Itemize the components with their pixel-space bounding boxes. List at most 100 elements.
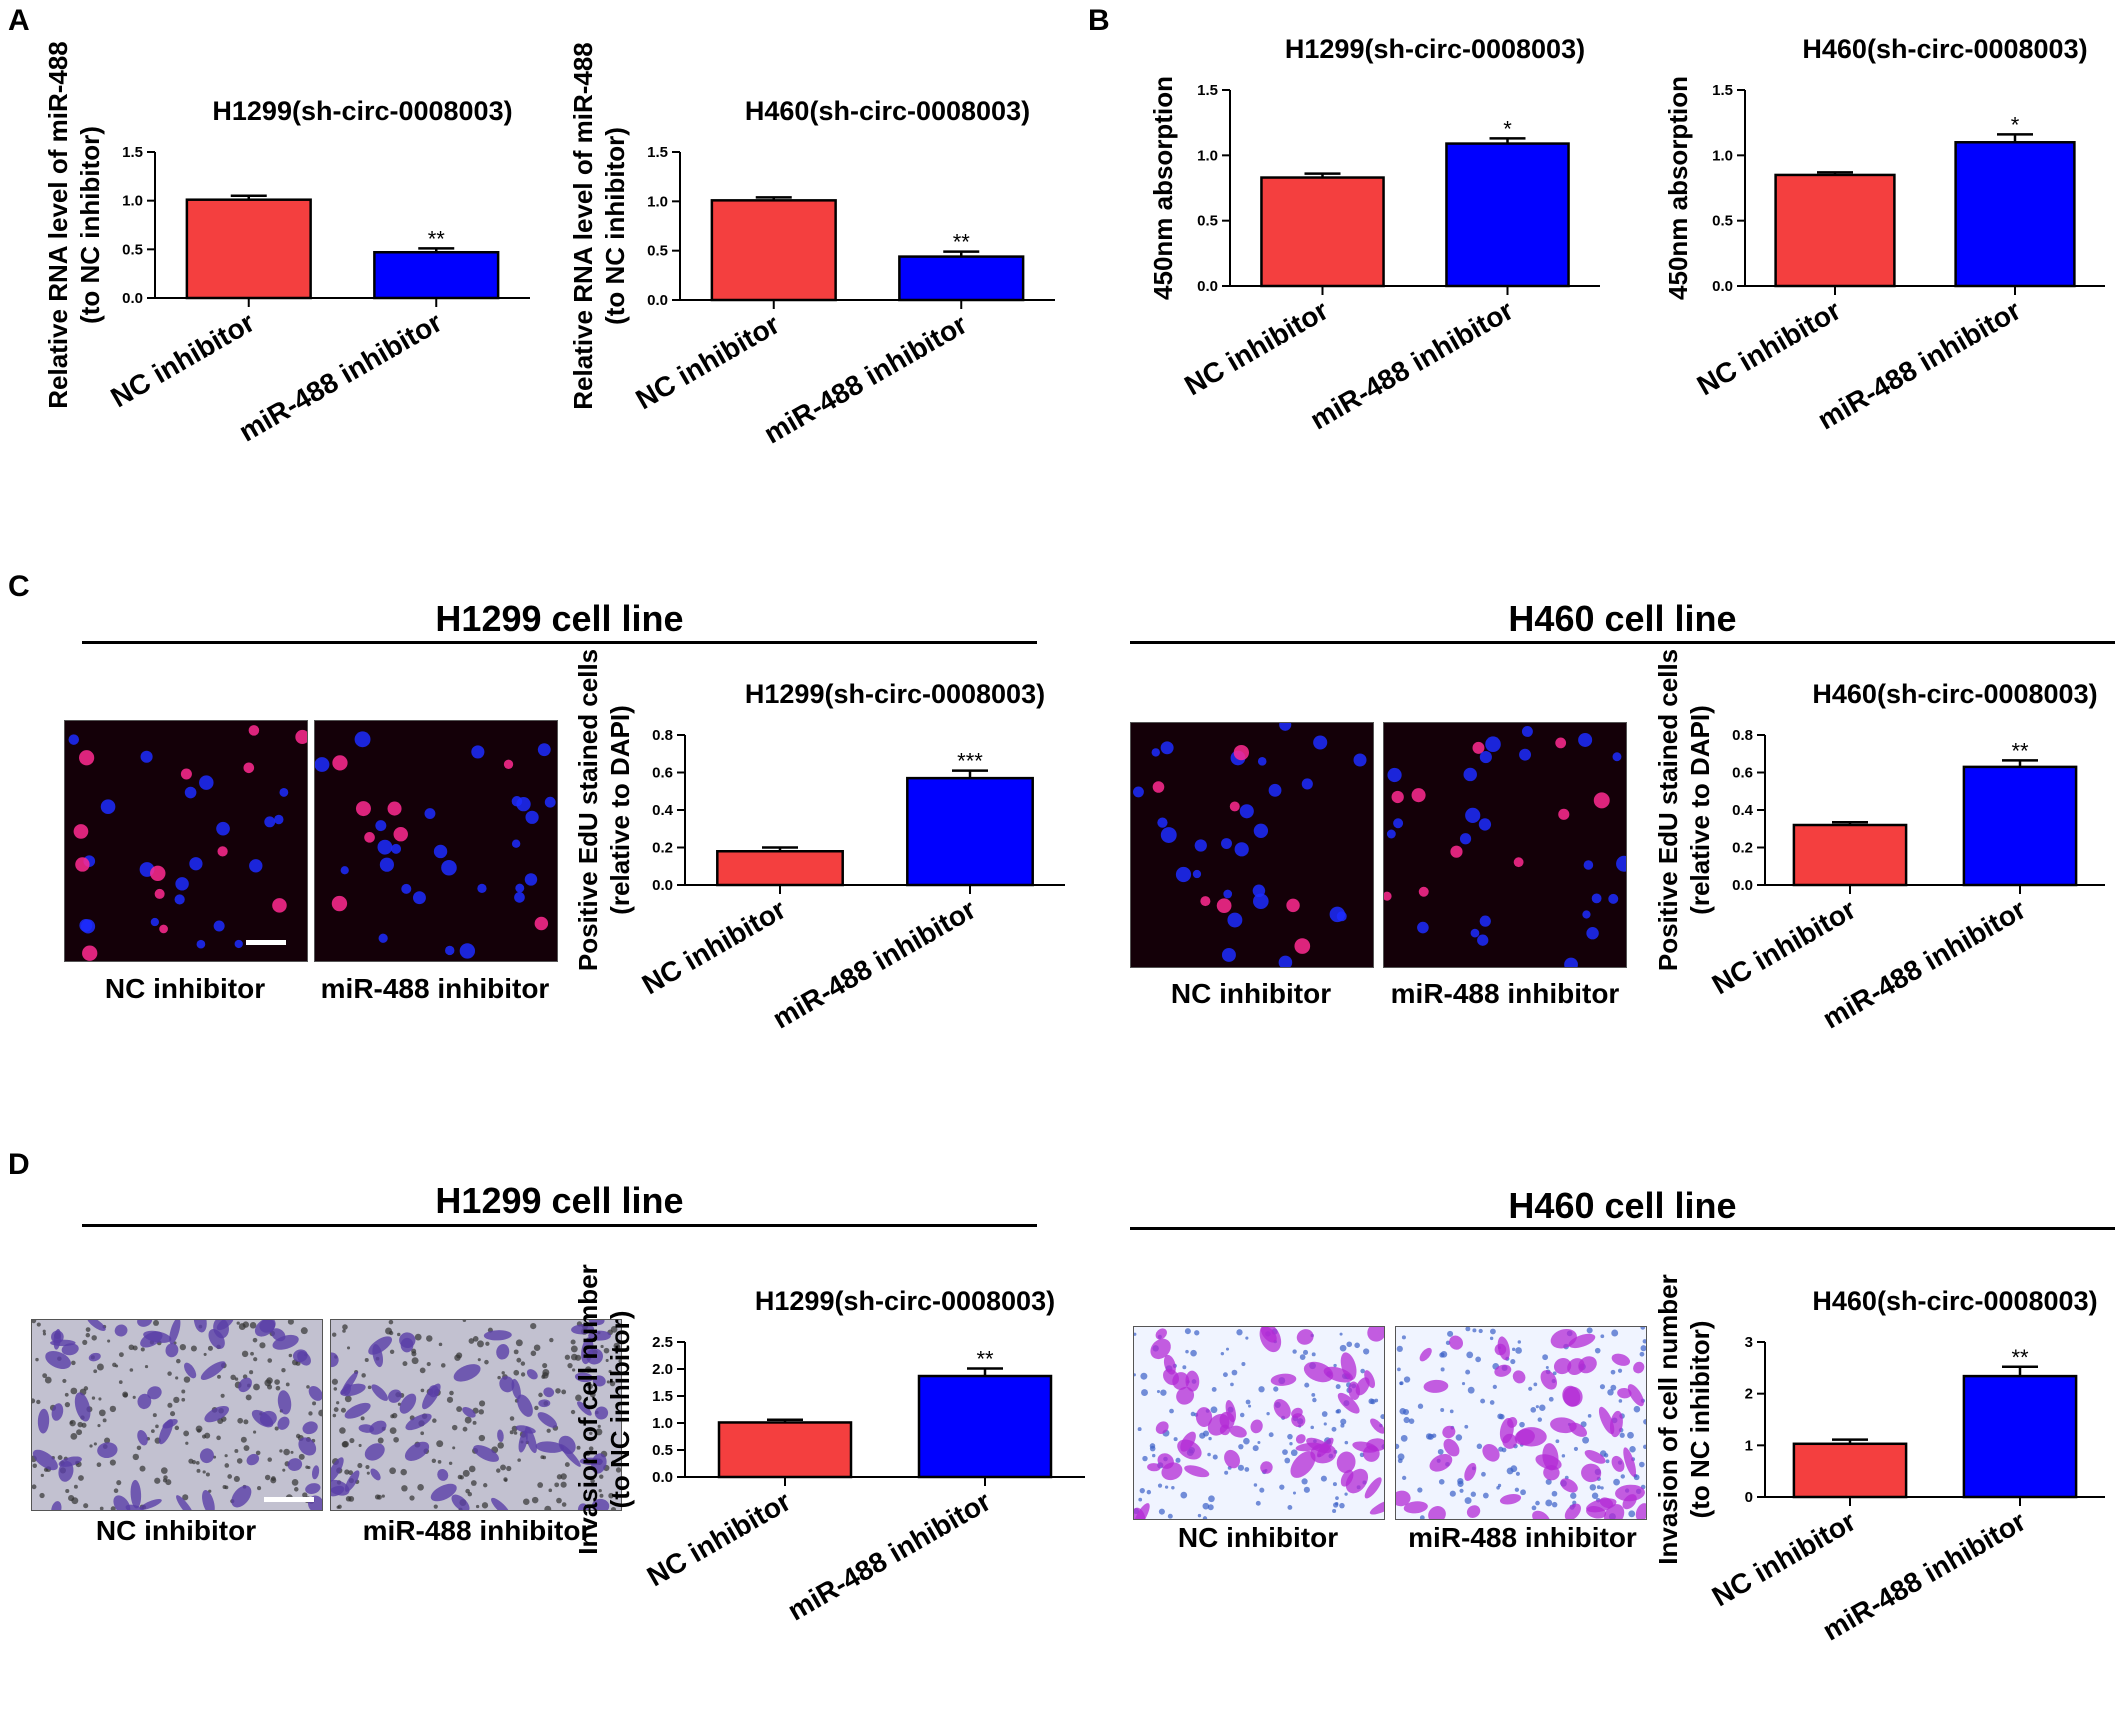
pore-marker [234, 1377, 239, 1381]
pore-marker [97, 1424, 101, 1428]
pore-marker [388, 1320, 394, 1325]
nucleus-marker [1564, 957, 1578, 967]
y-tick-label: 0.6 [1732, 765, 1753, 782]
pore-marker [1437, 1448, 1444, 1455]
pore-marker [1610, 1384, 1617, 1391]
pore-marker [608, 1369, 612, 1374]
pore-marker [1344, 1440, 1349, 1445]
bar-nc-inhibitor [1792, 823, 1908, 887]
pore-marker [1194, 1330, 1200, 1336]
pore-marker [1142, 1455, 1148, 1462]
cell-marker [462, 1406, 476, 1418]
pore-marker [1331, 1426, 1337, 1432]
pore-marker [1287, 1433, 1293, 1440]
pore-marker [542, 1369, 550, 1376]
pore-marker [417, 1484, 424, 1491]
pore-marker [1259, 1487, 1265, 1493]
pore-marker [1582, 1436, 1590, 1444]
chart-title: H460(sh-circ-0008003) [745, 96, 1030, 126]
significance-label: *** [957, 749, 983, 774]
x-category-label: NC inhibitor [1179, 294, 1333, 401]
nucleus-marker [1519, 748, 1532, 761]
cell-marker [1615, 1484, 1645, 1502]
pore-marker [1600, 1334, 1605, 1339]
pore-marker [73, 1484, 78, 1489]
pore-marker [109, 1405, 117, 1413]
cell-marker [591, 1498, 610, 1510]
pore-marker [249, 1370, 254, 1375]
pore-marker [220, 1393, 225, 1398]
pore-marker [1465, 1327, 1471, 1332]
pore-marker [1311, 1352, 1316, 1357]
pore-marker [1475, 1356, 1481, 1363]
y-tick-label: 0.5 [1712, 213, 1733, 230]
y-tick-label: 0.0 [647, 292, 668, 309]
pore-marker [440, 1363, 446, 1368]
pore-marker [57, 1455, 63, 1461]
cell-marker [176, 1495, 195, 1510]
cell-marker [1364, 1370, 1376, 1389]
cell-marker [543, 1387, 555, 1398]
pore-marker [44, 1376, 52, 1384]
nucleus-marker [272, 898, 287, 913]
x-category-label: miR-488 inhibitor [767, 893, 981, 1034]
cell-marker [51, 1501, 62, 1510]
pore-marker [1238, 1444, 1244, 1450]
cell-marker [1611, 1353, 1631, 1366]
pore-marker [160, 1467, 168, 1474]
nucleus-marker [537, 743, 551, 757]
cell-marker [331, 1479, 350, 1496]
pore-marker [1573, 1446, 1579, 1451]
nucleus-marker [1586, 927, 1599, 940]
cell-marker [251, 1409, 274, 1428]
cell-marker [238, 1377, 252, 1393]
pore-marker [1301, 1478, 1308, 1485]
bar-nc-inhibitor [1774, 173, 1896, 288]
pore-marker [446, 1396, 454, 1403]
bar-mir-488-inhibitor [1962, 1374, 2078, 1499]
pore-marker [42, 1332, 47, 1336]
cell-marker [88, 1352, 101, 1362]
pore-marker [485, 1341, 490, 1346]
cell-marker [581, 1337, 594, 1365]
cell-marker [331, 1457, 344, 1483]
chart-c-h1299: H1299(sh-circ-0008003) 0.0 0.2 0.4 0.6 0.8 Pos… [573, 649, 1065, 1035]
pore-marker [1321, 1411, 1328, 1417]
nucleus-marker [1160, 827, 1177, 843]
panel-label-b: B [1088, 4, 1110, 37]
cell-marker [1270, 1373, 1297, 1386]
panel-label-d: D [8, 1148, 30, 1181]
y-axis-label: 450nm absorption [1148, 76, 1178, 300]
nucleus-marker [515, 883, 525, 893]
pore-marker [163, 1475, 168, 1480]
pore-marker [426, 1335, 433, 1342]
pore-marker [1146, 1489, 1152, 1495]
pore-marker [1320, 1475, 1327, 1482]
pore-marker [64, 1401, 71, 1408]
x-category-label: miR-488 inhibitor [1812, 294, 2026, 435]
pore-marker [556, 1474, 563, 1480]
caption-d-h460-mir: miR-488 inhibitor [1408, 1522, 1637, 1553]
bar-mir-488-inhibitor [898, 255, 1025, 302]
cell-marker [1633, 1361, 1645, 1374]
pore-marker [1403, 1416, 1410, 1424]
pore-marker [35, 1357, 39, 1362]
cell-marker [430, 1483, 457, 1502]
nucleus-marker [1223, 889, 1233, 899]
pore-marker [585, 1450, 591, 1456]
cell-marker [1219, 1424, 1231, 1436]
pore-marker [332, 1413, 337, 1418]
cell-marker [579, 1457, 603, 1466]
pore-marker [70, 1432, 78, 1440]
nucleus-marker [1239, 804, 1254, 819]
nucleus-marker [68, 734, 80, 745]
pore-marker [1535, 1405, 1539, 1409]
pore-marker [308, 1411, 313, 1416]
cell-marker [1627, 1384, 1644, 1407]
pore-marker [1180, 1491, 1188, 1499]
pore-marker [542, 1363, 548, 1369]
cell-marker [428, 1385, 439, 1398]
pore-marker [1339, 1502, 1345, 1509]
pore-marker [501, 1371, 505, 1375]
pore-marker [605, 1358, 609, 1363]
